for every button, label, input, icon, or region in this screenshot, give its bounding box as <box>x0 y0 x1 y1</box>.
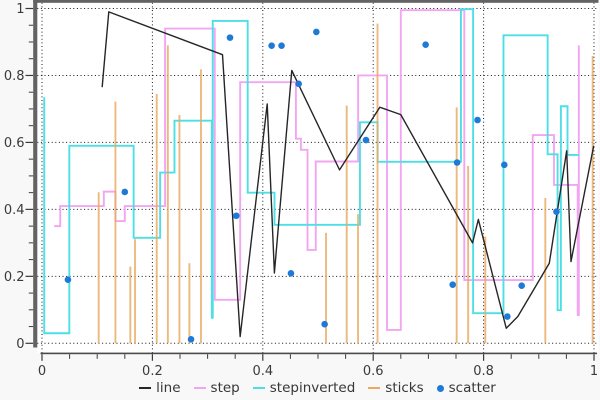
x-tick-label: 1 <box>590 364 598 379</box>
series-scatter-point <box>187 335 195 343</box>
series-step <box>54 9 580 331</box>
legend-item-stepinverted: stepinverted <box>252 380 356 396</box>
series-scatter-point <box>504 313 511 320</box>
x-tick-label: 0.4 <box>252 364 273 379</box>
series-scatter-point <box>362 136 370 144</box>
legend-label: line <box>156 380 181 396</box>
x-tick-label: 0.8 <box>473 364 494 379</box>
series-scatter-point <box>453 159 461 166</box>
y-tick-label: 0.6 <box>4 136 25 151</box>
legend-scatter-marker-icon <box>436 384 444 392</box>
x-axis-line <box>40 352 597 355</box>
x-tick-label: 0.6 <box>363 364 384 379</box>
series-scatter-point <box>422 41 429 48</box>
legend-stepinverted-marker-icon <box>252 386 265 390</box>
legend-step-marker-icon <box>193 386 206 390</box>
series-scatter-point <box>268 42 275 49</box>
legend-label: scatter <box>448 380 496 396</box>
x-tick-label: 0 <box>38 364 46 379</box>
series-scatter-point <box>313 28 320 36</box>
legend-label: step <box>210 380 240 396</box>
y-tick-label: 0.4 <box>4 203 25 218</box>
legend-item-sticks: sticks <box>368 380 424 396</box>
legend-label: stepinverted <box>269 380 356 396</box>
legend-item-scatter: scatter <box>436 380 496 396</box>
y-axis-bar <box>33 0 38 348</box>
series-scatter-point <box>287 270 295 277</box>
top-axis-bar <box>33 0 599 3</box>
series-scatter-point <box>295 80 302 88</box>
legend-item-step: step <box>193 380 240 396</box>
series-scatter-point <box>449 281 456 289</box>
series-scatter-point <box>278 42 285 49</box>
series-scatter-point <box>233 212 240 220</box>
x-tick-label: 0.2 <box>142 364 163 379</box>
plot-area <box>37 2 599 354</box>
series-scatter-point <box>64 276 72 283</box>
chart-legend: line step stepinverted sticks scatter <box>37 379 598 397</box>
y-tick-label: 1 <box>16 2 24 17</box>
legend-item-line: line <box>139 380 181 396</box>
y-tick-label: 0.2 <box>4 270 25 285</box>
series-line <box>101 11 595 338</box>
legend-line-marker-icon <box>139 386 152 390</box>
legend-label: sticks <box>385 380 424 396</box>
series-scatter-point <box>321 320 328 328</box>
y-tick-label: 0 <box>16 337 24 352</box>
series-scatter-point <box>553 208 560 216</box>
y-tick-label: 0.8 <box>4 69 25 84</box>
series-scatter-point <box>518 282 525 290</box>
series-scatter-point <box>501 161 508 169</box>
series-scatter-point <box>474 116 481 124</box>
series-scatter-point <box>226 34 234 41</box>
legend-sticks-marker-icon <box>368 386 381 390</box>
series-scatter-point <box>121 188 129 196</box>
series-stepinverted <box>43 8 580 335</box>
